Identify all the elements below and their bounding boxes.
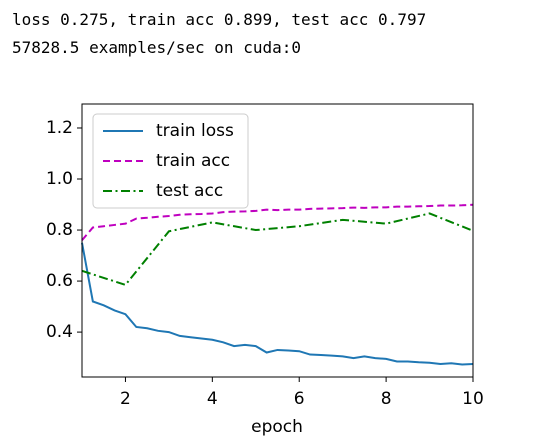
data-line [81, 212, 474, 287]
x-tick-label: 8 [381, 389, 392, 409]
data-line [81, 203, 474, 241]
x-tick-label: 10 [462, 389, 484, 409]
data-line [81, 242, 474, 366]
x-tick-label: 2 [120, 389, 131, 409]
x-tick-label: 4 [207, 389, 218, 409]
y-tick-label: 0.8 [46, 220, 73, 240]
legend-label: train acc [156, 151, 230, 171]
x-tick-label: 6 [294, 389, 305, 409]
y-tick-label: 0.6 [46, 271, 73, 291]
legend-box [92, 113, 249, 209]
status-line: loss 0.275, train acc 0.899, test acc 0.… [12, 10, 427, 29]
status-line: 57828.5 examples/sec on cuda:0 [12, 38, 301, 57]
y-tick-label: 1.2 [46, 118, 73, 138]
legend-label: train loss [156, 121, 234, 141]
y-tick-label: 1.0 [46, 169, 73, 189]
y-tick-label: 0.4 [46, 322, 73, 342]
axes-frame [81, 103, 474, 378]
legend-label: test acc [156, 181, 223, 201]
x-axis-label: epoch [251, 417, 303, 437]
